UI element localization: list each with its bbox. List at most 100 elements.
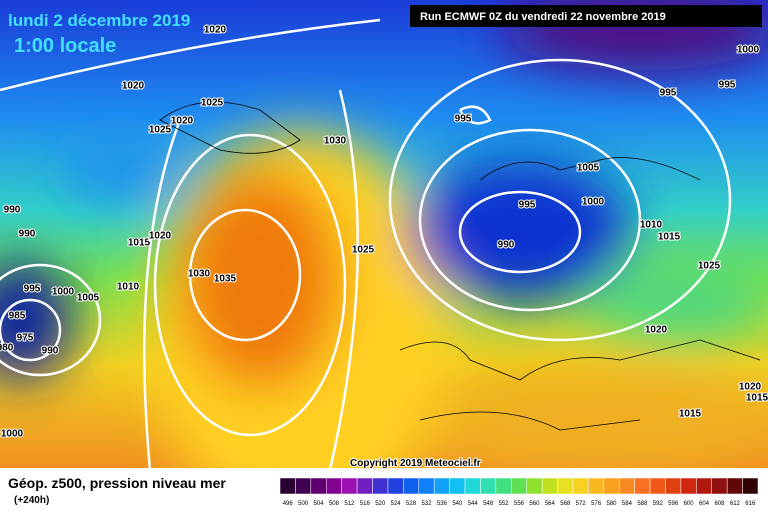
colorbar-cell <box>295 477 312 495</box>
isobar-label: 1005 <box>577 163 600 174</box>
colorbar-cell <box>541 477 558 495</box>
isobar-label: 985 <box>9 311 26 322</box>
isobar-label: 995 <box>519 200 536 211</box>
colorbar-cell <box>742 477 759 495</box>
colorbar-cell <box>634 477 651 495</box>
isobar-label: 1015 <box>128 238 151 249</box>
colorbar-cell <box>526 477 543 495</box>
date-title: lundi 2 décembre 2019 <box>8 11 190 30</box>
isobar-label: 995 <box>24 284 41 295</box>
colorbar-label: 592 <box>653 501 664 507</box>
isobar-label: 1030 <box>188 269 211 280</box>
isobar-label: 1000 <box>582 197 605 208</box>
colorbar-cell <box>696 477 712 495</box>
isobar-label: 1020 <box>149 231 172 242</box>
colorbar-cell <box>618 477 635 495</box>
colorbar-label: 604 <box>699 501 710 507</box>
isobar-label: 1020 <box>204 25 227 36</box>
colorbar-cell <box>665 477 682 495</box>
isobar-label: 990 <box>19 229 36 240</box>
colorbar-label: 520 <box>375 501 386 507</box>
colorbar-label: 580 <box>607 501 618 507</box>
isobar-label: 1010 <box>117 282 140 293</box>
colorbar-label: 564 <box>545 501 556 507</box>
colorbar-cell <box>603 477 620 495</box>
colorbar-label: 588 <box>637 501 648 507</box>
colorbar-cell <box>726 477 743 495</box>
colorbar-cell <box>310 477 327 495</box>
isobar-label: 980 <box>0 343 14 354</box>
isobar-label: 1035 <box>214 274 237 285</box>
run-info: Run ECMWF 0Z du vendredi 22 novembre 201… <box>420 11 666 23</box>
colorbar-cell <box>341 477 358 495</box>
isobar-label: 1020 <box>122 81 145 92</box>
colorbar-label: 504 <box>314 501 325 507</box>
colorbar-cell <box>403 477 420 495</box>
colorbar-cell <box>433 477 450 495</box>
isobar-label: 1010 <box>640 220 663 231</box>
copyright: Copyright 2019 Meteociel.fr <box>350 458 481 469</box>
colorbar-label: 536 <box>437 501 448 507</box>
isobar-label: 1030 <box>324 136 347 147</box>
colorbar-label: 568 <box>560 501 571 507</box>
colorbar-label: 556 <box>514 501 525 507</box>
isobar-label: 1025 <box>149 125 172 136</box>
isobar-label: 1000 <box>737 45 760 56</box>
colorbar-cell <box>372 477 389 495</box>
isobar-label: 990 <box>4 205 21 216</box>
isobar-label: 1000 <box>1 429 24 440</box>
isobar-label: 1025 <box>352 245 375 256</box>
colorbar-label: 560 <box>529 501 540 507</box>
colorbar-label: 576 <box>591 501 602 507</box>
colorbar-label: 552 <box>499 501 510 507</box>
isobar-labels: 1020102010251020102510309959959951000100… <box>0 24 768 441</box>
isobar-label: 995 <box>719 80 736 91</box>
colorbar-label: 612 <box>730 501 741 507</box>
colorbar-cell <box>418 477 435 495</box>
colorbar-label: 512 <box>344 501 355 507</box>
legend-lead: (+240h) <box>14 495 49 506</box>
isobar-label: 1015 <box>658 232 681 243</box>
isobar-label: 990 <box>498 240 515 251</box>
colorbar-label: 540 <box>452 501 463 507</box>
colorbar-cell <box>387 477 404 495</box>
colorbar-label: 500 <box>298 501 309 507</box>
legend-title: Géop. z500, pression niveau mer <box>8 475 226 491</box>
isobar-label: 1005 <box>77 293 100 304</box>
colorbar-label: 584 <box>622 501 633 507</box>
colorbar-cell <box>449 477 466 495</box>
isobar-label: 995 <box>660 88 677 99</box>
colorbar-label: 516 <box>360 501 371 507</box>
colorbar-label: 524 <box>391 501 402 507</box>
colorbar: 496 500 504 508 512 516 520 524 528 532 536 540 544 5… <box>279 477 759 507</box>
isobar-label: 1025 <box>201 98 224 109</box>
colorbar-label: 616 <box>745 501 756 507</box>
isobar-label: 1000 <box>52 287 75 298</box>
colorbar-cell <box>464 477 481 495</box>
run-box <box>410 5 762 27</box>
colorbar-cell <box>588 477 605 495</box>
isobar-label: 1025 <box>698 261 721 272</box>
colorbar-label: 496 <box>283 501 294 507</box>
isobar-label: 1020 <box>645 325 668 336</box>
colorbar-label: 548 <box>483 501 494 507</box>
colorbar-cell <box>279 477 296 495</box>
isobar-label: 1020 <box>739 382 762 393</box>
isobar-label: 1020 <box>171 116 194 127</box>
colorbar-cell <box>557 477 574 495</box>
colorbar-cell <box>680 477 697 495</box>
colorbar-cell <box>495 477 512 495</box>
time-title: 1:00 locale <box>14 35 116 57</box>
colorbar-cell <box>326 477 342 495</box>
colorbar-label: 508 <box>329 501 340 507</box>
isobar-label: 975 <box>17 333 34 344</box>
colorbar-label: 544 <box>468 501 479 507</box>
colorbar-label: 572 <box>576 501 587 507</box>
colorbar-label: 608 <box>714 501 725 507</box>
colorbar-label: 528 <box>406 501 417 507</box>
colorbar-cell <box>711 477 728 495</box>
colorbar-cell <box>356 477 373 495</box>
colorbar-label: 532 <box>421 501 432 507</box>
